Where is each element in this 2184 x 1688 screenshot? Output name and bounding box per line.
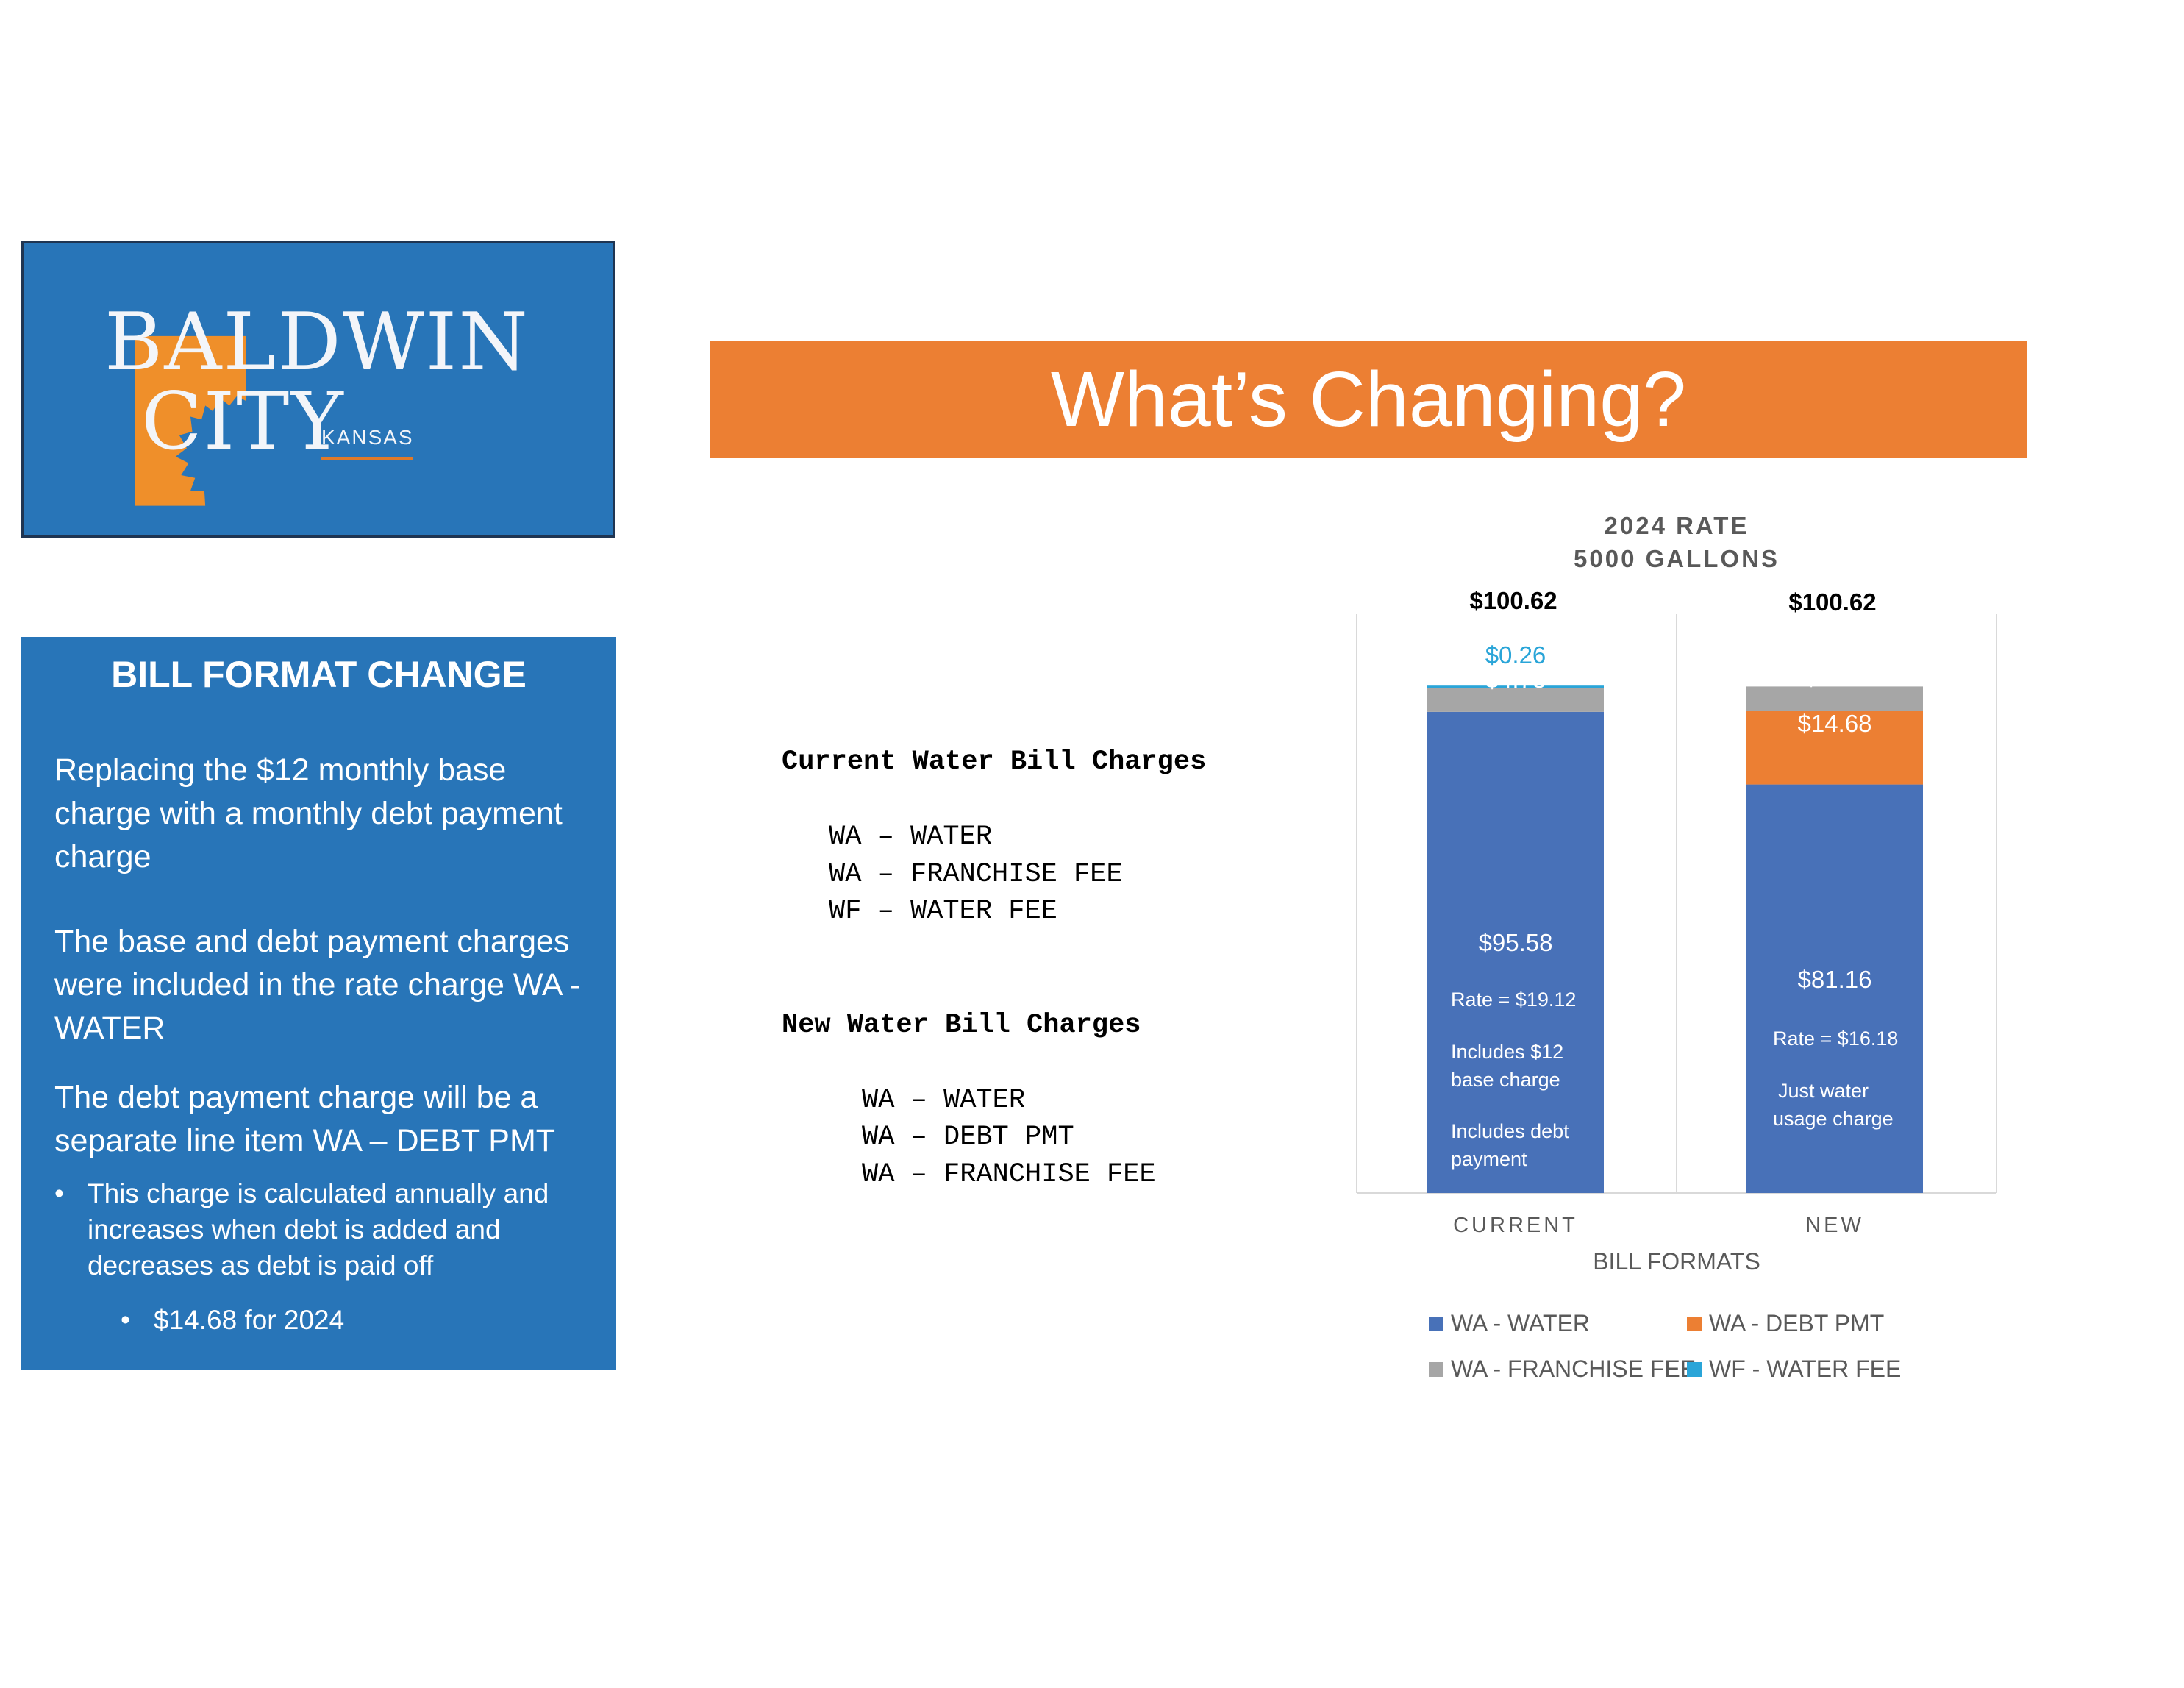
bar-segment xyxy=(1746,784,1923,1193)
title-banner: What’s Changing? xyxy=(710,341,2027,458)
logo-state: KANSAS xyxy=(321,426,414,449)
new-charge-item: WA – WATER xyxy=(862,1085,1026,1116)
legend-label: WA - FRANCHISE FEE xyxy=(1451,1356,1696,1382)
legend-swatch xyxy=(1429,1362,1443,1377)
annotation-text: Includes debt xyxy=(1451,1120,1569,1142)
page-title: What’s Changing? xyxy=(1050,355,1687,443)
panel-paragraph-2: The base and debt payment charges were i… xyxy=(54,924,581,1046)
annotation-text: Rate = $16.18 xyxy=(1773,1028,1898,1050)
bullet-text: $14.68 for 2024 xyxy=(154,1305,345,1335)
x-axis-title: BILL FORMATS xyxy=(1593,1248,1760,1275)
maple-leaf-icon xyxy=(135,335,246,506)
annotation-text: base charge xyxy=(1451,1069,1560,1091)
bar-segment xyxy=(1427,685,1604,688)
current-charge-item: WA – FRANCHISE FEE xyxy=(829,859,1123,890)
data-label: $0.26 xyxy=(1485,641,1546,669)
annotation-text: Includes $12 xyxy=(1451,1041,1563,1063)
data-label: $95.58 xyxy=(1479,929,1553,956)
current-charge-item: WA – WATER xyxy=(829,822,993,852)
chart-subtitle: 5000 GALLONS xyxy=(1574,545,1780,572)
legend-swatch xyxy=(1429,1317,1443,1331)
bar-segment xyxy=(1746,686,1923,711)
new-charge-item: WA – FRANCHISE FEE xyxy=(862,1159,1156,1190)
logo-underline xyxy=(321,457,413,460)
annotation-text: usage charge xyxy=(1773,1108,1894,1130)
bar-segment xyxy=(1746,711,1923,785)
current-charge-item: WF – WATER FEE xyxy=(829,896,1057,927)
bullet-marker: • xyxy=(121,1305,130,1335)
logo-word-city: CITY xyxy=(141,376,345,468)
total-label: $100.62 xyxy=(1469,587,1557,614)
x-tick-label: CURRENT xyxy=(1453,1214,1578,1237)
panel-heading: BILL FORMAT CHANGE xyxy=(111,654,527,695)
new-charges-heading: New Water Bill Charges xyxy=(782,1010,1141,1041)
city-logo: BALDWIN CITY KANSAS xyxy=(21,241,615,538)
data-label: $4.78 xyxy=(1805,663,1866,691)
data-label: $81.16 xyxy=(1798,966,1872,993)
bullet-text: This charge is calculated annually and i… xyxy=(88,1178,549,1281)
bullet-marker: • xyxy=(54,1178,64,1208)
bill-format-panel: BILL FORMAT CHANGE Replacing the $12 mon… xyxy=(21,637,616,1370)
panel-paragraph-3: The debt payment charge will be a separa… xyxy=(54,1080,556,1158)
current-charges-heading: Current Water Bill Charges xyxy=(782,747,1207,777)
chart-title: 2024 RATE xyxy=(1605,512,1749,539)
legend-swatch xyxy=(1687,1362,1702,1377)
annotation-text: payment xyxy=(1451,1148,1527,1170)
legend-label: WA - WATER xyxy=(1451,1310,1590,1336)
legend-label: WA - DEBT PMT xyxy=(1709,1310,1884,1336)
legend-swatch xyxy=(1687,1317,1702,1331)
data-label: $14.68 xyxy=(1798,710,1872,737)
annotation-text: Just water xyxy=(1778,1080,1869,1102)
data-label: $4.78 xyxy=(1485,666,1546,693)
annotation-text: Rate = $19.12 xyxy=(1451,989,1576,1011)
logo-word-baldwin: BALDWIN xyxy=(104,296,529,388)
x-tick-label: NEW xyxy=(1805,1214,1864,1237)
panel-paragraph-1: Replacing the $12 monthly base charge wi… xyxy=(54,752,563,875)
total-label: $100.62 xyxy=(1788,588,1876,616)
bar-segment xyxy=(1427,688,1604,712)
bar-segment xyxy=(1427,711,1604,1193)
legend-label: WF - WATER FEE xyxy=(1709,1356,1901,1382)
new-charge-item: WA – DEBT PMT xyxy=(862,1122,1074,1153)
